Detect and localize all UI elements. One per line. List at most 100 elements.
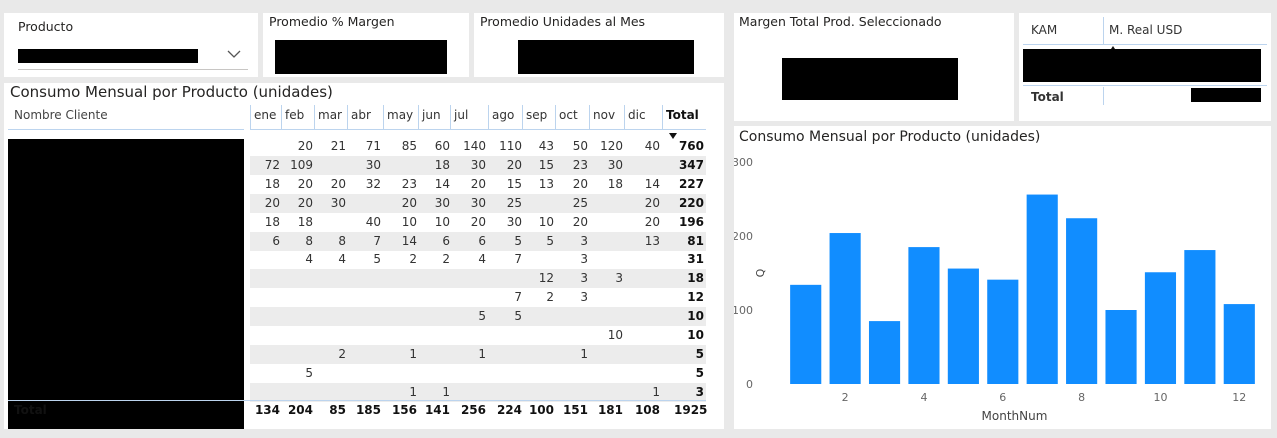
total-column-header[interactable]: Total [666,108,699,122]
matrix-cell: 32 [365,176,381,191]
month-total-cell: 224 [496,403,522,417]
matrix-cell: 14 [434,176,450,191]
column-divider [662,105,663,129]
matrix-cell: 1 [409,346,417,361]
y-tick-label: 100 [734,304,753,317]
matrix-cell: 40 [644,139,660,153]
month-header-nov[interactable]: nov [593,108,616,122]
matrix-cell: 18 [434,157,450,172]
matrix-cell: 2 [409,252,417,267]
avg-units-value [518,40,694,74]
matrix-cell: 1 [442,384,450,399]
matrix-cell: 20 [330,176,346,191]
row-band [250,382,706,402]
chevron-down-icon[interactable] [226,45,242,64]
bar-month-6 [987,279,1019,384]
matrix-cell: 5 [546,233,554,248]
matrix-cell: 20 [644,214,660,229]
client-header-underline [8,129,244,130]
column-divider [347,105,348,129]
month-header-feb[interactable]: feb [285,108,305,122]
matrix-cell: 30 [365,157,381,172]
matrix-cell: 40 [365,214,381,229]
matrix-cell: 18 [607,176,623,191]
row-total-cell: 3 [695,384,704,399]
monthly-consumption-matrix: Consumo Mensual por Producto (unidades) … [4,83,724,429]
column-divider [450,105,451,129]
bar-month-8 [1066,218,1098,384]
total-margin-title: Margen Total Prod. Seleccionado [739,14,942,29]
slicer-title: Producto [18,19,74,34]
matrix-cell: 10 [434,214,450,229]
matrix-cell: 13 [538,176,554,191]
kam-table: KAM M. Real USD Total [1019,13,1271,121]
matrix-cell: 30 [470,195,486,210]
sort-descending-icon[interactable] [669,124,677,143]
month-total-cell: 108 [634,403,660,417]
month-total-cell: 134 [254,403,280,417]
matrix-cell: 43 [538,139,554,153]
column-divider [383,105,384,129]
x-tick-label: 12 [1232,391,1246,404]
header-underline [250,129,706,130]
month-total-cell: 204 [287,403,313,417]
row-total-cell: 31 [687,252,704,267]
column-divider [488,105,489,129]
matrix-cell: 20 [644,195,660,210]
matrix-cell: 20 [297,139,313,153]
matrix-cell: 10 [538,214,554,229]
month-header-ene[interactable]: ene [254,108,277,122]
matrix-cell: 4 [305,252,313,267]
matrix-cell: 3 [580,233,588,248]
avg-margin-title: Promedio % Margen [269,14,395,29]
matrix-cell: 10 [607,328,623,342]
matrix-cell: 50 [572,139,588,153]
kam-col-header[interactable]: KAM [1031,23,1058,37]
row-total-cell: 81 [687,233,704,248]
matrix-cell: 20 [506,157,522,172]
matrix-cell: 4 [478,252,486,267]
slicer-underline [18,69,248,70]
matrix-cell: 8 [338,233,346,248]
matrix-cell: 7 [514,290,522,305]
month-header-mar[interactable]: mar [318,108,342,122]
matrix-cell: 6 [478,233,486,248]
month-header-sep[interactable]: sep [526,108,548,122]
column-divider [555,105,556,129]
matrix-cell: 8 [305,233,313,248]
month-header-dic[interactable]: dic [628,108,646,122]
matrix-cell: 30 [470,157,486,172]
client-name-header[interactable]: Nombre Cliente [14,108,108,122]
x-tick-label: 8 [1078,391,1085,404]
column-divider [624,105,625,129]
row-total-cell: 5 [695,346,704,361]
grand-total-cell: 1925 [674,403,708,417]
row-total-cell: 220 [678,195,704,210]
matrix-cell: 140 [463,139,486,153]
total-margin-card: Margen Total Prod. Seleccionado [734,13,1014,121]
matrix-cell: 14 [401,233,417,248]
month-header-jun[interactable]: jun [422,108,441,122]
row-total-cell: 347 [678,157,704,172]
matrix-cell: 18 [297,214,313,229]
real-usd-col-header[interactable]: M. Real USD [1109,23,1183,37]
month-header-ago[interactable]: ago [492,108,515,122]
matrix-cell: 60 [434,139,450,153]
y-tick-label: 300 [734,156,753,169]
month-header-oct[interactable]: oct [559,108,578,122]
kam-rows-redacted [1023,49,1261,82]
matrix-cell: 20 [264,195,280,210]
matrix-cell: 30 [607,157,623,172]
kam-total-value [1191,88,1261,102]
row-total-cell: 18 [687,271,704,286]
slicer-selected-value[interactable] [18,49,198,63]
month-header-abr[interactable]: abr [351,108,371,122]
month-header-jul[interactable]: jul [454,108,469,122]
matrix-cell: 1 [580,346,588,361]
month-header-may[interactable]: may [387,108,414,122]
matrix-cell: 110 [499,139,522,153]
y-axis-title: Q [754,268,767,277]
row-band [250,344,706,364]
bar-month-9 [1105,310,1137,384]
matrix-cell: 5 [305,365,313,380]
